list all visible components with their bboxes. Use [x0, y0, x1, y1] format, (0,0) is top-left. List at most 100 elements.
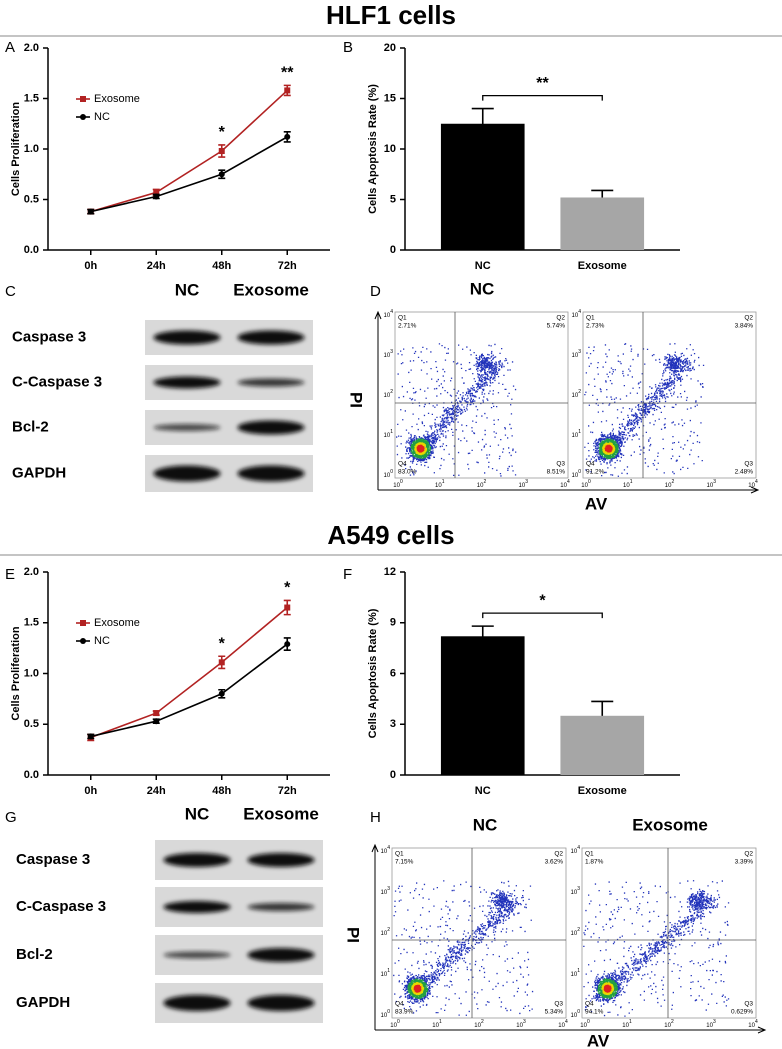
point [153, 189, 160, 196]
point [87, 208, 94, 215]
y-tick-label: 1.5 [24, 92, 39, 104]
quadrant-name: Q3 [744, 461, 753, 468]
flow-tick-label: 103 [516, 1019, 526, 1028]
flow-tick-label: 100 [381, 1009, 391, 1018]
x-tick-label: 24h [147, 260, 166, 272]
tick-base: 10 [572, 473, 579, 479]
x-tick-label: 48h [212, 260, 231, 272]
y-axis-label: Cells Proliferation [10, 626, 22, 720]
legend-label: NC [94, 111, 110, 123]
tick-exponent: 4 [565, 1019, 568, 1025]
flow-tick-label: 101 [435, 479, 445, 488]
blot-column-label: NC [175, 280, 200, 299]
quadrant-percent: 8.51% [547, 469, 566, 476]
tick-base: 10 [571, 931, 578, 937]
flow-x-label: AV [585, 494, 608, 513]
tick-base: 10 [381, 1013, 388, 1019]
flow-tick-label: 104 [571, 845, 581, 854]
quadrant-percent: 91.2% [586, 469, 605, 476]
flow-tick-label: 100 [384, 469, 394, 478]
flow-tick-label: 102 [665, 479, 675, 488]
tick-base: 10 [560, 483, 567, 489]
y-tick-label: 1.0 [24, 143, 39, 155]
tick-base: 10 [381, 931, 388, 937]
tick-exponent: 2 [390, 389, 393, 395]
tick-base: 10 [519, 483, 526, 489]
tick-base: 10 [572, 353, 579, 359]
quadrant-name: Q1 [398, 315, 407, 322]
point [284, 604, 291, 611]
legend-label: Exosome [94, 93, 140, 105]
point [153, 193, 160, 200]
y-tick-label: 3 [390, 718, 396, 730]
tick-base: 10 [571, 890, 578, 896]
y-tick-label: 15 [384, 92, 396, 104]
blot-row-label: Caspase 3 [12, 328, 86, 345]
tick-base: 10 [707, 483, 714, 489]
tick-base: 10 [384, 393, 391, 399]
tick-exponent: 3 [390, 349, 393, 355]
tick-base: 10 [381, 849, 388, 855]
point [284, 641, 291, 648]
y-tick-label: 2.0 [24, 566, 39, 578]
blot-column-label: Exosome [233, 280, 309, 299]
quadrant-name: Q2 [556, 315, 565, 322]
blot-row-label: GAPDH [16, 994, 70, 1011]
tick-base: 10 [572, 393, 579, 399]
y-tick-label: 0.0 [24, 769, 39, 781]
tick-base: 10 [435, 483, 442, 489]
cytometry-dots [604, 444, 613, 453]
blot-row-label: GAPDH [12, 464, 66, 481]
panel-letter: H [370, 809, 381, 826]
blot-column-label: NC [185, 804, 210, 823]
flow-tick-label: 103 [571, 886, 581, 895]
x-tick-label: 72h [278, 785, 297, 797]
significance: * [539, 592, 546, 609]
tick-exponent: 1 [630, 479, 633, 485]
quadrant-name: Q4 [398, 461, 407, 468]
quadrant-percent: 2.73% [586, 323, 605, 330]
tick-exponent: 2 [481, 1019, 484, 1025]
flow-tick-label: 103 [706, 1019, 716, 1028]
flow-tick-label: 102 [477, 479, 487, 488]
tick-exponent: 0 [397, 1019, 400, 1025]
cytometry-dots [603, 984, 612, 993]
flow-tick-label: 100 [393, 479, 403, 488]
tick-base: 10 [384, 473, 391, 479]
tick-base: 10 [393, 483, 400, 489]
tick-base: 10 [384, 353, 391, 359]
x-tick-label: 24h [147, 785, 166, 797]
tick-exponent: 0 [387, 1009, 390, 1015]
tick-base: 10 [580, 1023, 587, 1029]
tick-base: 10 [623, 483, 630, 489]
significance: ** [281, 65, 294, 82]
x-tick-label: NC [475, 260, 491, 272]
blot-band [247, 903, 315, 911]
point [218, 659, 225, 666]
blot-band [237, 420, 305, 435]
section-title: A549 cells [327, 520, 454, 550]
significance-bracket [482, 94, 603, 101]
tick-exponent: 2 [387, 927, 390, 933]
tick-exponent: 4 [755, 1019, 758, 1025]
flow-axes [377, 312, 758, 491]
tick-exponent: 4 [577, 845, 580, 851]
series-line [90, 606, 288, 739]
tick-exponent: 2 [578, 389, 581, 395]
tick-base: 10 [581, 483, 588, 489]
flow-tick-label: 103 [519, 479, 529, 488]
cytometry-dots [602, 442, 616, 455]
quadrant-percent: 0.629% [731, 1009, 753, 1016]
panel-letter: B [343, 39, 353, 56]
tick-exponent: 0 [587, 1019, 590, 1025]
flow-tick-label: 104 [572, 309, 582, 318]
flow-tick-label: 104 [748, 479, 758, 488]
bar [560, 197, 645, 250]
y-tick-label: 0 [390, 769, 396, 781]
quadrant-percent: 7.15% [395, 859, 414, 866]
y-tick-label: 6 [390, 667, 396, 679]
section-title: HLF1 cells [326, 0, 456, 30]
legend-label: NC [94, 635, 110, 647]
blot-band [163, 901, 231, 913]
flow-tick-label: 104 [558, 1019, 568, 1028]
